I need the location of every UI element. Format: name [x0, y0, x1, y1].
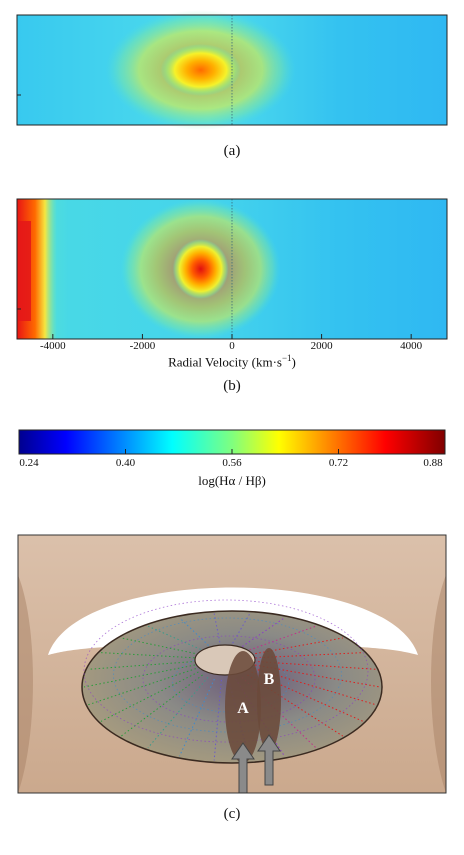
torus-side-shading: [18, 575, 33, 793]
disk-radial-line-16: [121, 637, 203, 656]
arrow-b-icon: [257, 734, 281, 786]
disk-radial-line-20: [228, 613, 251, 651]
panel-label-c: (c): [223, 806, 241, 822]
colorbar-tick-label-1: 0.40: [115, 457, 136, 469]
colorbar-gradient: [18, 429, 446, 455]
disk-radial-line-21: [235, 617, 285, 652]
x-tick-label-1: -2000: [129, 340, 156, 352]
x-tick-label-2: 0: [229, 340, 235, 352]
disk-radial-line-18: [179, 617, 215, 652]
disk-radial-line-23: [247, 637, 343, 656]
disk-radial-line-15: [100, 652, 199, 659]
panel-label-a: (a): [223, 143, 241, 159]
disk-radial-line-12: [88, 668, 197, 706]
disk-radial-line-13: [83, 664, 196, 688]
disk-radial-line-3: [247, 674, 344, 737]
x-axis-title-text: Radial Velocity (km·s: [168, 354, 282, 370]
disk-radial-line-24: [251, 652, 364, 659]
cloud-b-label: B: [264, 671, 275, 688]
x-tick-label-4: 4000: [400, 340, 423, 352]
x-tick-label-0: -4000: [39, 340, 66, 352]
x-axis-title: Radial Velocity (km·s−1): [168, 353, 296, 370]
colorbar-tick-label-4: 0.88: [423, 457, 443, 469]
colorbar-label: log(Hα / Hβ): [198, 473, 266, 488]
colorbar-ticks: [18, 449, 446, 454]
x-tick-label-3: 2000: [310, 340, 333, 352]
diagram-c: A B: [17, 534, 447, 794]
colorbar-tick-label-2: 0.56: [222, 457, 242, 469]
heatmap-b: [16, 198, 448, 340]
x-axis-title-exponent: −1: [281, 353, 292, 363]
disk-radial-line-17: [147, 625, 209, 654]
panel-label-b: (b): [223, 378, 241, 394]
heatmap-a-hotspot: [160, 44, 241, 96]
disk-ring-1: [172, 653, 289, 713]
colorbar-tick-label-0: 0.24: [19, 457, 39, 469]
disk-ring-4: [83, 599, 369, 743]
diagram-c-frame: [17, 534, 447, 794]
heatmap-b-xticks: [52, 334, 412, 339]
disk-radial-line-10: [120, 674, 203, 737]
disk-radial-line-9: [147, 677, 209, 749]
heatmap-b-edge-core: [17, 221, 31, 321]
disk-radial-line-7: [213, 679, 222, 761]
arrow-a-icon: [231, 742, 255, 794]
disk-ring-3: [113, 617, 342, 733]
colorbar-tick-label-3: 0.72: [328, 457, 349, 469]
disk-radial-line-22: [241, 625, 317, 654]
heatmap-a: [16, 10, 448, 130]
heatmap-b-hotspot: [172, 239, 229, 299]
colorbar: [18, 429, 446, 455]
cloud-a-label: A: [237, 700, 249, 717]
cloud-a: [225, 651, 261, 763]
disk-ring-2: [142, 635, 316, 723]
disk-radial-line-5: [235, 678, 285, 757]
cloud-b: [257, 648, 281, 752]
torus-side-shading-right: [431, 575, 446, 793]
heatmap-a-frame: [16, 14, 448, 126]
x-axis-title-close: ): [291, 354, 296, 370]
